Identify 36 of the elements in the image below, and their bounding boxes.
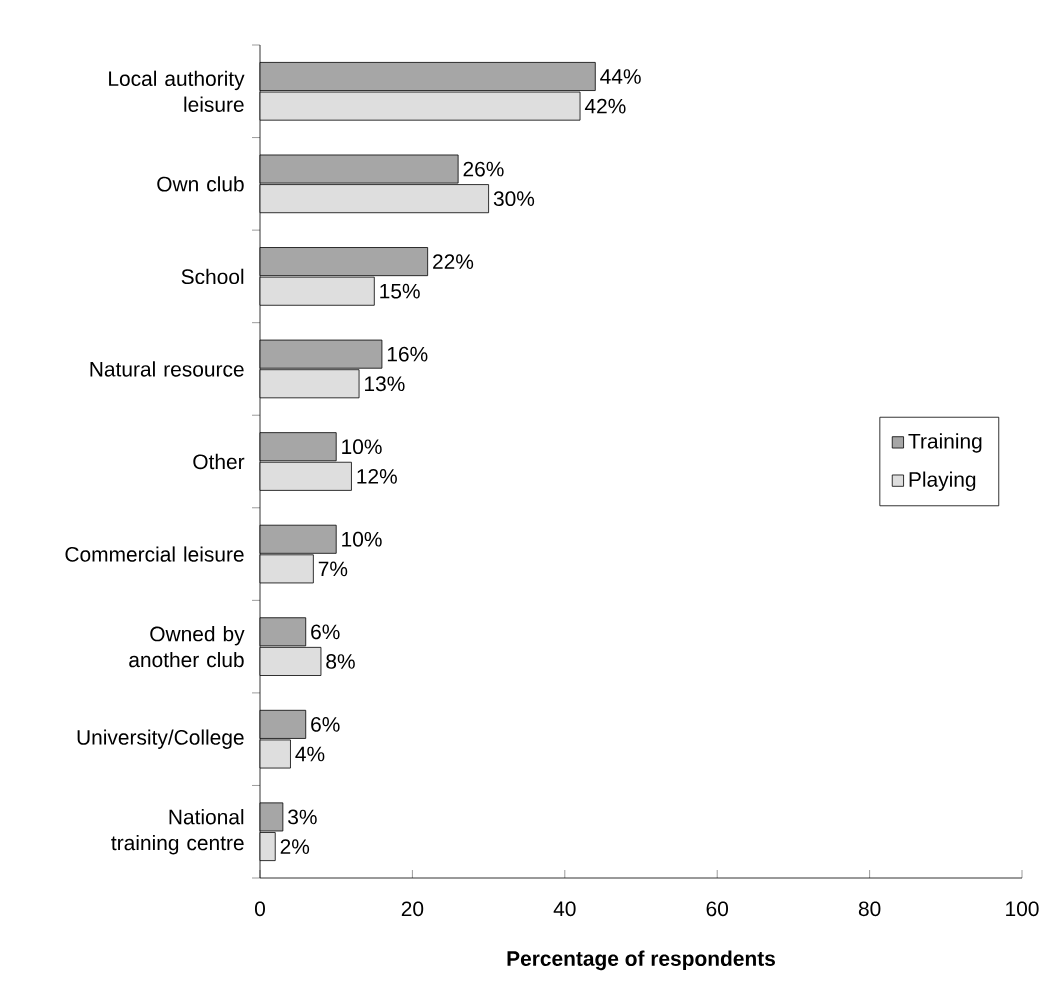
data-label: 2%: [280, 839, 310, 854]
data-label: 30%: [493, 191, 535, 207]
y-tick-label: National training centre: [111, 809, 244, 855]
x-tick-label: 60: [706, 901, 729, 917]
data-label: 26%: [463, 161, 504, 177]
data-label: 4%: [295, 746, 325, 762]
data-label: 3%: [288, 809, 317, 825]
x-tick-label: 0: [254, 901, 265, 917]
data-label: 6%: [311, 716, 340, 732]
data-label: 12%: [357, 468, 397, 484]
y-tick-label: Natural resource: [90, 361, 244, 377]
x-tick-label: 100: [1006, 901, 1039, 917]
data-label: 13%: [365, 376, 405, 392]
x-axis-title: Percentage of respondents: [507, 950, 775, 971]
data-label: 42%: [584, 98, 626, 114]
x-tick-label: 80: [858, 901, 881, 917]
data-label: 44%: [600, 69, 641, 84]
y-tick-label: University/College: [77, 729, 244, 749]
data-label: 8%: [326, 654, 355, 669]
y-tick-label: Own club: [157, 176, 244, 192]
data-label: 10%: [342, 439, 382, 455]
x-tick-label: 40: [553, 901, 576, 917]
legend-label: Training: [908, 433, 982, 453]
data-label: 22%: [433, 254, 474, 269]
data-label: 10%: [342, 531, 382, 547]
x-tick-label: 20: [401, 901, 424, 917]
y-tick-label: Commercial leisure: [65, 546, 244, 562]
data-label: 15%: [380, 283, 420, 299]
data-label: 16%: [387, 346, 428, 362]
y-tick-label: School: [181, 268, 244, 285]
y-tick-label: Other: [193, 453, 245, 470]
data-label: 6%: [311, 624, 340, 640]
legend-label: Playing: [909, 471, 976, 491]
data-label: 7%: [318, 561, 348, 577]
y-tick-label: Owned by another club: [129, 625, 245, 668]
y-tick-label: Local authority leisure: [109, 70, 245, 112]
